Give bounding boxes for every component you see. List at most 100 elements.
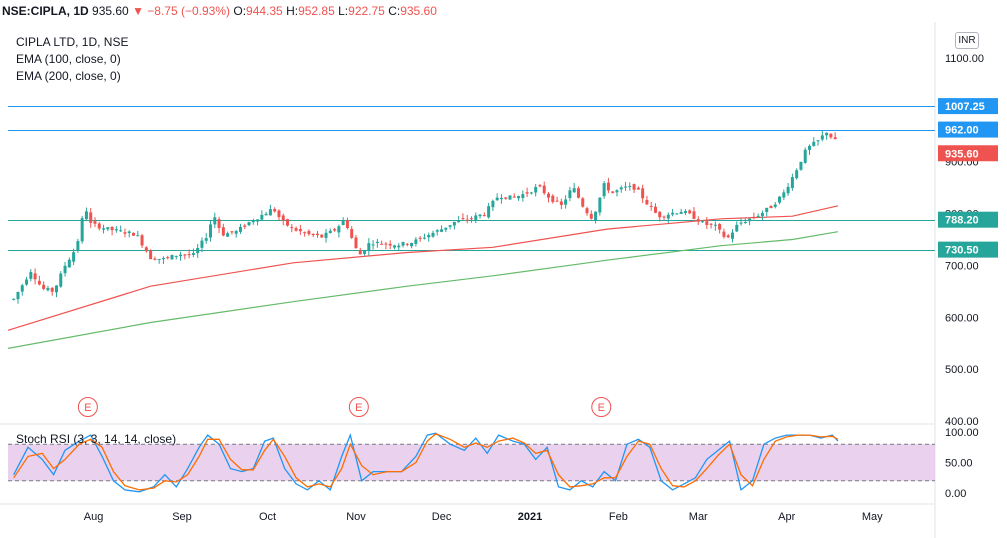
time-tick-label: 2021: [518, 511, 542, 523]
candle-body: [521, 194, 525, 198]
candle-body: [290, 227, 294, 229]
candle-body: [230, 231, 234, 233]
candle-body: [470, 218, 473, 220]
candle-body: [264, 213, 268, 216]
candle-body: [730, 232, 734, 239]
candle-body: [756, 215, 760, 217]
candle-body: [478, 214, 482, 217]
currency-badge[interactable]: INR: [955, 32, 979, 49]
time-tick-label: May: [862, 511, 883, 523]
time-tick-label: Feb: [609, 511, 628, 523]
candle-body: [149, 250, 153, 260]
symbol-label[interactable]: NSE:CIPLA, 1D: [2, 4, 89, 18]
candle-body: [765, 207, 769, 213]
price-change: ▼ −8.75 (−0.93%): [132, 4, 231, 18]
candle-body: [653, 206, 657, 213]
stoch-band: [8, 444, 935, 481]
candle-body: [585, 208, 589, 214]
candle-body: [354, 237, 358, 249]
candle-body: [795, 170, 799, 179]
price-tick-label: 400.00: [945, 416, 979, 428]
candle-body: [247, 222, 251, 226]
candle-body: [713, 224, 717, 226]
candle-body: [345, 220, 349, 228]
candle-body: [692, 211, 696, 219]
earnings-marker-1: [348, 397, 369, 417]
candle-body: [315, 233, 319, 236]
candle-body: [328, 230, 332, 234]
candle-body: [213, 217, 217, 225]
candle-body: [572, 188, 576, 193]
ema200-legend[interactable]: EMA (200, close, 0): [16, 69, 121, 83]
candle-body: [63, 265, 67, 274]
chart-title[interactable]: CIPLA LTD, 1D, NSE: [16, 35, 129, 49]
stoch-tick-label: 50.00: [945, 458, 973, 470]
high-label: H:: [286, 4, 299, 18]
candle-body: [803, 149, 807, 163]
candle-body: [683, 211, 687, 214]
candle-body: [363, 250, 367, 254]
candle-body: [598, 197, 602, 213]
candle-body: [25, 279, 29, 285]
candle-body: [89, 212, 93, 223]
price-tick-label: 1100.00: [945, 53, 984, 65]
candle-body: [606, 182, 610, 191]
candle-body: [217, 219, 221, 228]
candle-body: [136, 235, 140, 237]
candle-body: [440, 229, 444, 232]
candle-body: [405, 243, 409, 245]
time-tick-label: Sep: [172, 511, 192, 523]
price-tick-label: 700.00: [945, 260, 979, 272]
candle-body: [778, 196, 782, 203]
candle-body: [234, 231, 238, 234]
candle-body: [833, 137, 837, 140]
low-value: 922.75: [348, 4, 385, 18]
candle-body: [123, 232, 127, 234]
candle-body: [243, 225, 247, 227]
close-value: 935.60: [400, 4, 437, 18]
candle-body: [504, 197, 508, 199]
candle-body: [72, 252, 76, 262]
candle-body: [320, 234, 324, 238]
candle-body: [790, 177, 794, 189]
candle-body: [337, 226, 341, 233]
candle-body: [611, 191, 615, 193]
candle-body: [414, 239, 418, 244]
candle-body: [696, 219, 700, 222]
candle-body: [825, 132, 829, 136]
stoch-rsi-legend[interactable]: Stoch RSI (3, 3, 14, 14, close): [16, 432, 177, 446]
candle-body: [568, 190, 572, 199]
candle-body: [392, 245, 396, 248]
candle-body: [153, 258, 157, 260]
level-badge-2: [938, 211, 998, 228]
stoch-tick-label: 0.00: [945, 488, 966, 500]
candle-body: [512, 196, 516, 198]
candle-body: [20, 285, 24, 292]
candle-body: [183, 254, 187, 256]
time-tick-label: Nov: [346, 511, 366, 523]
close-label: C:: [388, 4, 401, 18]
candle-body: [401, 242, 405, 246]
candle-body: [594, 211, 598, 221]
level-badge-1: [938, 121, 998, 138]
candle-body: [743, 222, 747, 224]
candle-body: [127, 231, 131, 234]
level-badge-label: 788.20: [945, 215, 979, 227]
candle-body: [204, 238, 208, 241]
earnings-marker-2: [591, 397, 612, 417]
ema100-legend[interactable]: EMA (100, close, 0): [16, 52, 121, 66]
candle-body: [33, 273, 37, 280]
time-tick-label: Oct: [259, 511, 276, 523]
high-value: 952.85: [298, 4, 335, 18]
candle-body: [170, 255, 174, 260]
candle-body: [658, 211, 662, 218]
candle-body: [307, 231, 311, 235]
candle-body: [418, 237, 422, 239]
candle-body: [551, 195, 555, 203]
candle-body: [812, 141, 816, 146]
candle-body: [174, 255, 178, 257]
candle-body: [46, 288, 50, 291]
level-badge-label: 1007.25: [945, 101, 985, 113]
candle-body: [294, 228, 298, 231]
